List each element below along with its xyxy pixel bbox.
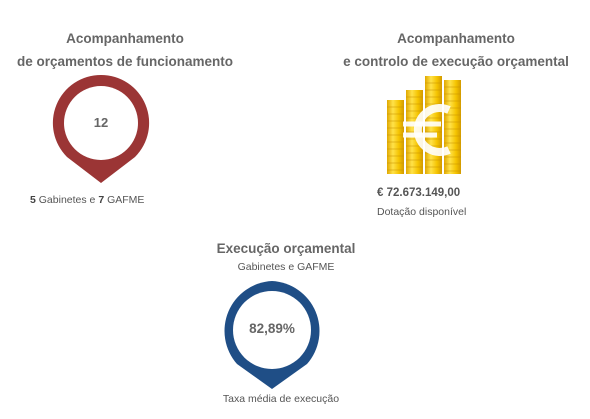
gafme-count: 7 [98,194,105,206]
execucao-amount: € 72.673.149,00 [377,187,461,199]
taxa-subtitle: Gabinetes e GAFME [237,261,335,273]
funcionamento-title: Acompanhamento de orçamentos de funciona… [0,27,250,73]
funcionamento-marker: 12 [51,73,151,185]
execucao-amount-label: Dotação disponível [377,206,467,218]
taxa-value: 82,89% [249,321,295,336]
gabinetes-count: 5 [30,194,36,206]
map-pin-icon [52,74,150,183]
execucao-title: Acompanhamento e controlo de execução or… [322,27,590,73]
funcionamento-caption: 5 Gabinetes e 7 GAFME [30,194,144,206]
gabinetes-label: Gabinetes e [38,194,96,206]
taxa-title: Execução orçamental [216,241,356,256]
taxa-caption: Taxa média de execução [222,393,340,405]
taxa-marker: 82,89% [220,279,324,391]
funcionamento-value: 12 [93,115,109,130]
execucao-title-line1: Acompanhamento [397,31,515,46]
execucao-title-line2: e controlo de execução orçamental [343,54,569,69]
funcionamento-title-line2: de orçamentos de funcionamento [16,54,234,69]
map-pin-icon [224,281,320,389]
euro-coins-icon [383,74,467,176]
gafme-label: GAFME [107,194,145,206]
funcionamento-title-line1: Acompanhamento [66,31,184,46]
